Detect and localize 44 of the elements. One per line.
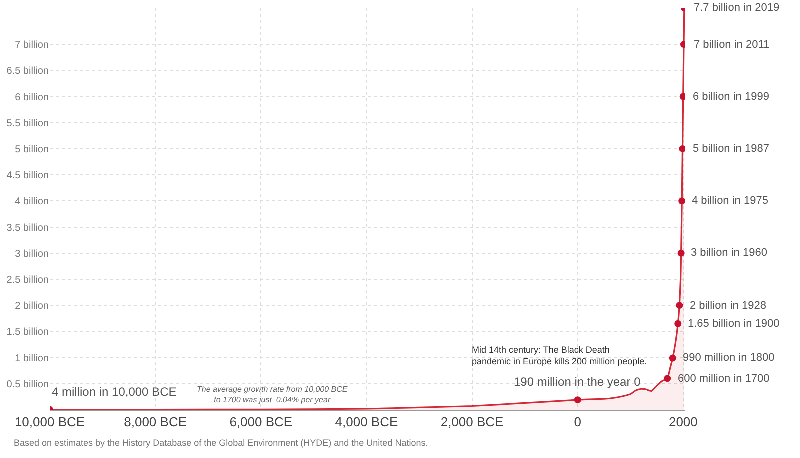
point — [679, 145, 685, 152]
y-tick-label: 3.5 billion — [6, 222, 49, 234]
annotation: 1.65 billion in 1900 — [688, 318, 780, 330]
y-tick-label: 3 billion — [15, 248, 49, 260]
annotation: 6 billion in 1999 — [693, 91, 770, 103]
y-tick-label: 4 billion — [15, 196, 49, 208]
annotation: 600 million in 1700 — [678, 373, 770, 385]
y-tick-label: 6.5 billion — [6, 66, 49, 78]
x-tick-label: 2000 — [668, 414, 698, 430]
point — [674, 320, 682, 328]
annotation: Mid 14th century: The Black Death pandemic in Europe kills 200 million people. — [472, 345, 648, 367]
y-tick-label: 1.5 billion — [6, 327, 49, 338]
y-tick-label: 2 billion — [15, 301, 49, 312]
annotation: 990 million in 1800 — [683, 352, 775, 364]
annotation: 5 billion in 1987 — [693, 143, 770, 155]
x-tick-label: 6,000 BCE — [230, 414, 293, 430]
point — [574, 396, 582, 404]
point — [669, 354, 676, 362]
y-tick-label: 5.5 billion — [6, 118, 49, 130]
annotation: 2 billion in 1928 — [690, 300, 766, 312]
annotation: 190 million in the year 0 — [514, 375, 642, 389]
y-tick-label: 6 billion — [15, 92, 49, 104]
point — [678, 198, 685, 205]
annotation: 3 billion in 1960 — [691, 247, 768, 259]
y-tick-label: 7 billion — [15, 40, 49, 52]
point — [676, 302, 684, 310]
annotation: 4 million in 10,000 BCE — [52, 385, 177, 399]
x-tick-label: 4,000 BCE — [335, 414, 398, 430]
y-tick-label: 4.5 billion — [6, 170, 49, 182]
text: Based on estimates by the History Database of the Global Environment (HYDE) and the United Nations. — [14, 438, 428, 448]
x-tick-label: 10,000 BCE — [14, 414, 86, 430]
x-tick-label: 2,000 BCE — [440, 414, 504, 430]
annotation: 4 billion in 1975 — [692, 195, 768, 207]
y-tick-label: 2.5 billion — [6, 274, 49, 286]
annotation: The average growth rate from 10,000 BCE to 1700 was just 0.04% per year — [197, 385, 348, 404]
annotation: 7 billion in 2011 — [694, 39, 770, 51]
point — [664, 375, 672, 382]
annotation: 7.7 billion in 2019 — [694, 2, 780, 14]
y-tick-label: 0.5 billion — [6, 379, 49, 390]
point — [678, 250, 685, 257]
y-tick-label: 5 billion — [15, 144, 49, 156]
y-tick-label: 1 billion — [15, 353, 49, 364]
x-tick-label: 8,000 BCE — [124, 414, 188, 430]
x-tick-label: 0 — [574, 414, 582, 430]
